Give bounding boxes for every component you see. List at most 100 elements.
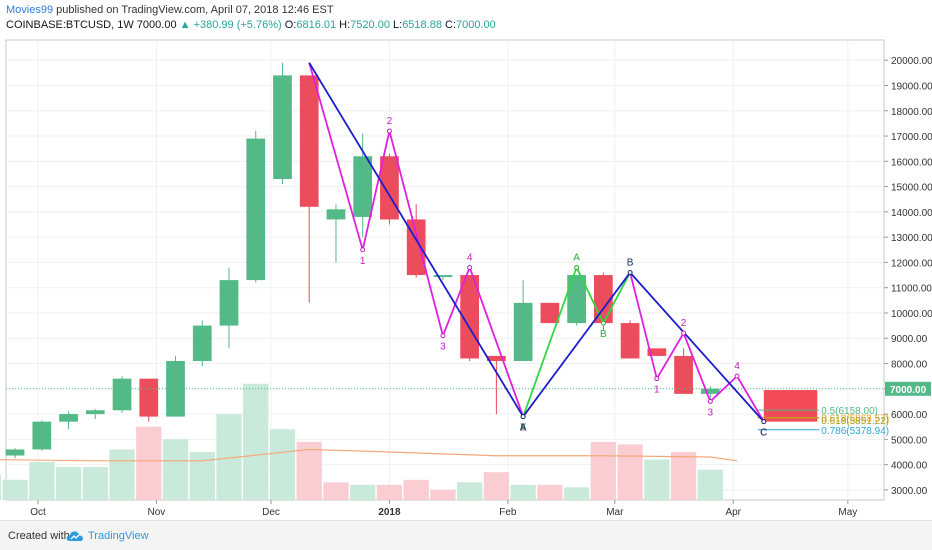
y-tick-label: 17000.00: [891, 132, 932, 143]
y-tick-label: 5000.00: [891, 435, 928, 446]
author-link[interactable]: Movies99: [6, 4, 54, 16]
y-tick-label: 18000.00: [891, 107, 932, 118]
volume-bar: [82, 467, 108, 500]
x-tick-label: Oct: [30, 507, 46, 518]
y-tick-label: 4000.00: [891, 461, 928, 472]
volume-bar: [269, 429, 296, 500]
abc-correction-line: [308, 62, 765, 423]
low-label: L:: [393, 19, 403, 31]
candle-up[interactable]: [513, 302, 533, 361]
volume-bar: [162, 439, 189, 500]
y-tick-label: 12000.00: [891, 258, 932, 269]
volume-bar: [323, 482, 349, 500]
wave-point: [360, 247, 366, 253]
candle-up[interactable]: [166, 360, 185, 417]
candle-down[interactable]: [594, 275, 613, 324]
elliott-wave-label: 1: [360, 256, 366, 267]
wave-point: [574, 264, 580, 270]
candle-down[interactable]: [487, 355, 506, 361]
x-tick-label: Apr: [725, 507, 741, 518]
candle-up[interactable]: [246, 138, 266, 281]
wave-point: [627, 270, 633, 276]
volume-bar: [350, 484, 376, 500]
volume-bar: [296, 441, 322, 500]
candle-up[interactable]: [433, 275, 453, 278]
last-price-label: 7000.00: [890, 385, 927, 396]
elliott-wave-label: 4: [467, 252, 473, 263]
wave-point: [600, 320, 606, 326]
abc-point-label: A: [520, 423, 527, 434]
y-tick-label: 14000.00: [891, 208, 932, 219]
price-chart[interactable]: 3000.00 4000.00 5000.00 6000.00 7000.00 8000.…: [0, 36, 932, 520]
wave-point: [654, 376, 660, 382]
candle-up[interactable]: [273, 75, 292, 180]
candle-up[interactable]: [567, 275, 586, 324]
last-price: 7000.00: [136, 19, 177, 31]
candle-down[interactable]: [647, 348, 667, 356]
candle-down[interactable]: [620, 323, 640, 359]
wave-point: [440, 333, 446, 339]
elliott-wave-line: [629, 272, 765, 423]
candle-down[interactable]: [380, 156, 399, 220]
symbol-label: COINBASE:BTCUSD, 1W: [6, 19, 134, 31]
candle-up[interactable]: [85, 410, 105, 415]
y-tick-label: 16000.00: [891, 157, 932, 168]
last-price-marker: [885, 381, 931, 396]
elliott-wave-label: 3: [708, 407, 714, 418]
candle-down[interactable]: [674, 355, 693, 394]
elliott-wave-label: C: [760, 428, 767, 439]
harmonic-pattern-green: [522, 265, 631, 417]
wave-point: [386, 128, 392, 134]
candle-up[interactable]: [326, 209, 346, 220]
candle-up[interactable]: [700, 388, 720, 394]
price-change: ▲ +380.99 (+5.76%): [179, 19, 282, 31]
y-tick-label: 6000.00: [891, 410, 928, 421]
plot-area[interactable]: [5, 39, 885, 501]
volume-bar: [670, 451, 697, 500]
target-zone-box[interactable]: [763, 390, 818, 422]
wave-point: [520, 414, 526, 420]
low-value: 6518.88: [402, 19, 442, 31]
x-tick-label: Mar: [606, 507, 624, 518]
fib-level-label: 0.786(5378.94): [821, 426, 889, 437]
high-value: 7520.00: [350, 19, 390, 31]
fib-level-label: 0.618(5851.22): [821, 416, 889, 427]
high-label: H:: [339, 19, 351, 31]
elliott-wave-label: 3: [440, 342, 446, 353]
y-tick-label: 8000.00: [891, 360, 928, 371]
footer: Created with TradingView: [0, 520, 932, 550]
created-with-text: Created with: [8, 530, 70, 542]
tradingview-link[interactable]: TradingView: [88, 530, 149, 542]
volume-bar: [644, 459, 670, 500]
volume-bar: [617, 444, 643, 500]
candle-up[interactable]: [112, 378, 132, 411]
ohlc-legend: COINBASE:BTCUSD, 1W 7000.00 ▲ +380.99 (+…: [6, 19, 496, 31]
volume-bar: [55, 467, 82, 500]
candle-up[interactable]: [5, 449, 25, 456]
candle-up[interactable]: [32, 421, 52, 450]
elliott-wave-label: 2: [681, 318, 687, 329]
elliott-wave-line: [308, 62, 524, 417]
y-tick-label: 3000.00: [891, 486, 928, 497]
x-tick-label: 2018: [378, 507, 401, 518]
candle-up[interactable]: [353, 156, 373, 217]
chart-header: Movies99 published on TradingView.com, A…: [0, 0, 932, 36]
volume-bar: [29, 462, 55, 500]
candle-up[interactable]: [59, 414, 78, 422]
close-value: 7000.00: [456, 19, 496, 31]
elliott-wave-label: 2: [387, 116, 393, 127]
candle-down[interactable]: [299, 75, 319, 207]
candle-up[interactable]: [219, 280, 239, 326]
open-value: 6816.01: [296, 19, 337, 31]
candle-down[interactable]: [540, 302, 560, 324]
candle-up[interactable]: [192, 325, 212, 361]
x-tick-label: Dec: [262, 507, 280, 518]
published-text: published on TradingView.com, April 07, …: [53, 4, 334, 16]
moving-average-line: [0, 448, 738, 462]
volume-bar: [243, 383, 269, 500]
candle-down[interactable]: [139, 378, 159, 417]
volume-bar: [590, 441, 616, 500]
volume-bar: [2, 479, 28, 500]
publish-info: Movies99 published on TradingView.com, A…: [6, 4, 334, 16]
volume-bar: [403, 479, 429, 500]
